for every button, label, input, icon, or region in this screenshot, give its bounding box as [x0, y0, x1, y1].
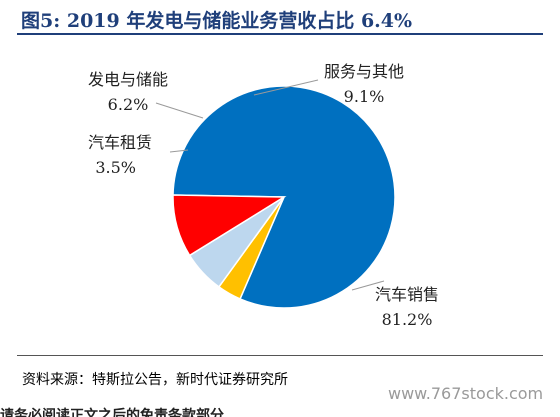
figure-header: 图5: 2019 年发电与储能业务营收占比 6.4% [17, 3, 543, 35]
slice-value-label: 81.2% [382, 310, 433, 329]
cutoff-footer: 请务必阅读正文之后的免责条款部分 [0, 406, 420, 417]
cutoff-footer-text: 请务必阅读正文之后的免责条款部分 [0, 408, 224, 417]
pie-slices [172, 85, 396, 309]
slice-name-label: 发电与储能 [88, 70, 168, 89]
slice-value-label: 9.1% [344, 87, 385, 106]
slice-labels: 汽车销售 81.2% 汽车租赁 3.5% 发电与储能 6.2% 服务与其他 9.1% [88, 62, 439, 329]
source-note: 资料来源：特斯拉公告，新时代证券研究所 [22, 372, 288, 388]
leader-line [351, 280, 385, 291]
slice-name-label: 服务与其他 [324, 62, 404, 81]
slice-value-label: 6.2% [108, 95, 149, 114]
leader-line [155, 102, 204, 119]
slice-name-label: 汽车租赁 [88, 133, 152, 152]
watermark: www.767stock.com [388, 384, 544, 403]
figure-title: 图5: 2019 年发电与储能业务营收占比 6.4% [21, 10, 413, 32]
slice-value-label: 3.5% [95, 158, 136, 177]
source-divider [17, 355, 543, 356]
leader-line [253, 79, 319, 96]
pie-slice [172, 194, 287, 257]
leader-lines [155, 79, 385, 291]
leader-line [169, 149, 189, 153]
slice-name-label: 汽车销售 [375, 285, 439, 304]
